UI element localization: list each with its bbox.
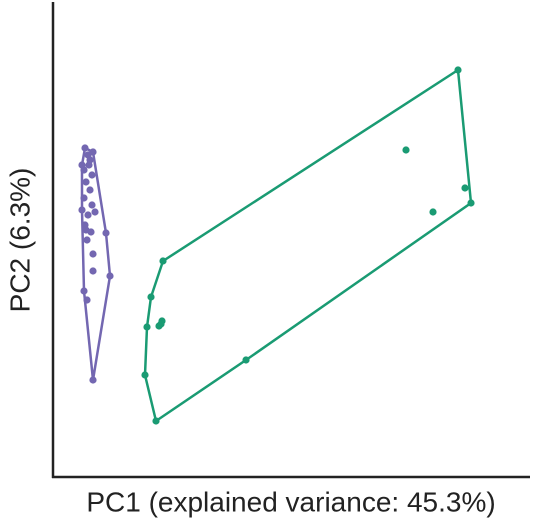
point	[106, 272, 114, 280]
point	[80, 287, 88, 295]
point	[82, 178, 90, 186]
point	[83, 236, 91, 244]
point	[83, 296, 91, 304]
point	[89, 267, 97, 275]
point	[88, 171, 96, 179]
point	[84, 211, 92, 219]
point	[89, 250, 97, 258]
point	[429, 208, 437, 216]
point	[402, 146, 410, 154]
point	[89, 376, 97, 384]
point	[141, 371, 149, 379]
point	[152, 417, 160, 425]
point	[86, 186, 94, 194]
point	[80, 194, 88, 202]
point	[78, 206, 86, 214]
point	[454, 66, 462, 74]
point	[467, 199, 475, 207]
point	[102, 229, 110, 237]
point	[81, 144, 89, 152]
x-axis-label: PC1 (explained variance: 45.3%)	[86, 486, 495, 517]
hull	[143, 67, 473, 424]
point	[159, 257, 167, 265]
point	[242, 356, 250, 364]
point	[82, 226, 90, 234]
point	[157, 320, 165, 328]
point	[88, 201, 96, 209]
point	[147, 293, 155, 301]
y-axis-label: PC2 (6.3%)	[4, 168, 35, 313]
point	[80, 166, 88, 174]
point	[461, 184, 469, 192]
point	[143, 323, 151, 331]
point	[91, 208, 99, 216]
point	[85, 161, 93, 169]
